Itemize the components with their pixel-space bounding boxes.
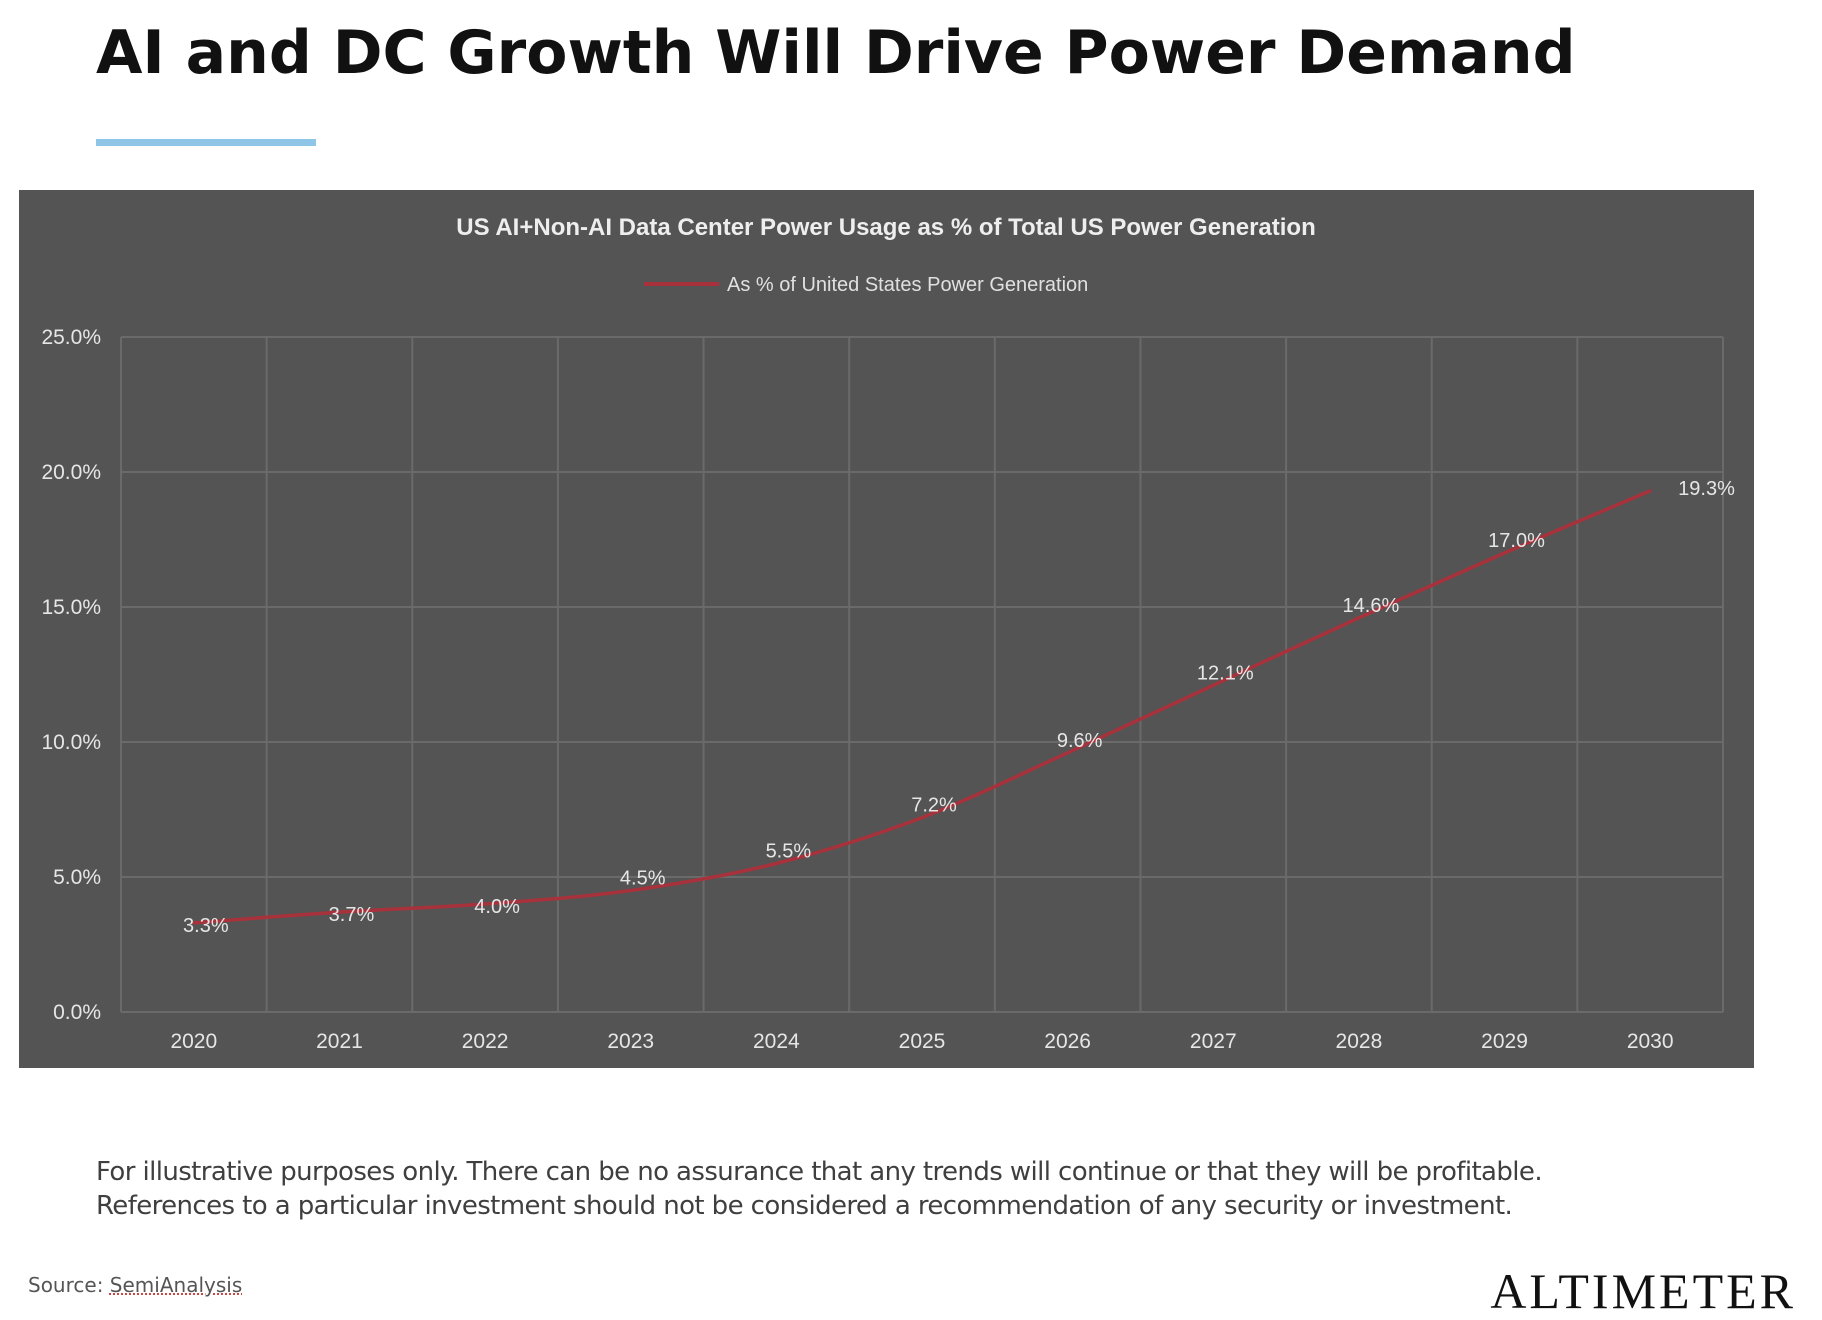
chart-legend: As % of United States Power Generation (644, 274, 1088, 296)
data-point-2030 (1648, 489, 1652, 493)
y-axis-ticks: 0.0% 5.0% 10.0% 15.0% 20.0% 25.0% (41, 326, 101, 1024)
y-tick-label-1: 5.0% (53, 866, 101, 889)
line-chart: US AI+Non-AI Data Center Power Usage as … (41, 214, 1735, 1053)
x-tick-label-7: 2027 (1190, 1030, 1237, 1053)
disclaimer-line-2: References to a particular investment sh… (96, 1191, 1513, 1221)
x-tick-label-5: 2025 (899, 1030, 946, 1053)
series-group (192, 489, 1652, 925)
x-tick-label-2: 2022 (462, 1030, 509, 1053)
x-tick-label-3: 2023 (607, 1030, 654, 1053)
y-tick-label-2: 10.0% (41, 731, 101, 754)
x-axis-ticks: 2020 2021 2022 2023 2024 2025 2026 2027 2028 2029… (170, 1030, 1673, 1053)
data-point-2023 (629, 889, 633, 892)
grid (120, 336, 1724, 1013)
data-label-2022: 4.0% (474, 896, 520, 918)
data-point-2025 (920, 816, 924, 820)
data-point-2022 (483, 902, 487, 906)
data-point-2026 (1066, 751, 1070, 755)
data-point-2021 (337, 910, 341, 914)
source-prefix: Source: (28, 1273, 110, 1297)
x-tick-label-9: 2029 (1481, 1030, 1528, 1053)
chart-title: US AI+Non-AI Data Center Power Usage as … (456, 214, 1316, 241)
y-tick-label-3: 15.0% (41, 596, 101, 619)
data-label-2024: 5.5% (766, 841, 812, 863)
source-note: Source: SemiAnalysis (28, 1273, 242, 1297)
legend-label: As % of United States Power Generation (727, 274, 1088, 296)
data-label-2029: 17.0% (1488, 530, 1545, 552)
chart-panel: US AI+Non-AI Data Center Power Usage as … (19, 190, 1754, 1068)
data-label-2027: 12.1% (1197, 662, 1254, 684)
x-tick-label-8: 2028 (1336, 1030, 1383, 1053)
data-point-2028 (1357, 616, 1361, 620)
x-tick-label-10: 2030 (1627, 1030, 1674, 1053)
data-point-2024 (774, 862, 778, 865)
x-tick-label-6: 2026 (1044, 1030, 1091, 1053)
data-labels: 3.3% 3.7% 4.0% 4.5% 5.5% 7.2% 9.6% 12.1% 14.6% 17… (183, 478, 1735, 937)
y-tick-label-4: 20.0% (41, 461, 101, 484)
data-point-2020 (192, 921, 196, 925)
disclaimer-line-1: For illustrative purposes only. There ca… (96, 1157, 1543, 1187)
data-point-2029 (1503, 551, 1507, 555)
altimeter-logo: ALTIMETER (1490, 1263, 1796, 1319)
y-tick-label-0: 0.0% (53, 1001, 101, 1024)
x-tick-label-1: 2021 (316, 1030, 363, 1053)
data-label-2026: 9.6% (1057, 730, 1103, 752)
disclaimer: For illustrative purposes only. There ca… (96, 1155, 1776, 1223)
data-label-2025: 7.2% (911, 795, 957, 817)
data-label-2028: 14.6% (1343, 595, 1400, 617)
source-name: SemiAnalysis (109, 1273, 243, 1297)
data-label-2023: 4.5% (620, 868, 666, 890)
x-tick-label-4: 2024 (753, 1030, 800, 1053)
data-label-2030: 19.3% (1678, 478, 1735, 500)
data-point-2027 (1211, 683, 1215, 687)
title-accent-bar (96, 139, 316, 146)
slide-title: AI and DC Growth Will Drive Power Demand (96, 18, 1576, 88)
data-label-2020: 3.3% (183, 915, 229, 937)
data-label-2021: 3.7% (329, 904, 375, 926)
y-tick-label-5: 25.0% (41, 326, 101, 349)
x-tick-label-0: 2020 (170, 1030, 217, 1053)
